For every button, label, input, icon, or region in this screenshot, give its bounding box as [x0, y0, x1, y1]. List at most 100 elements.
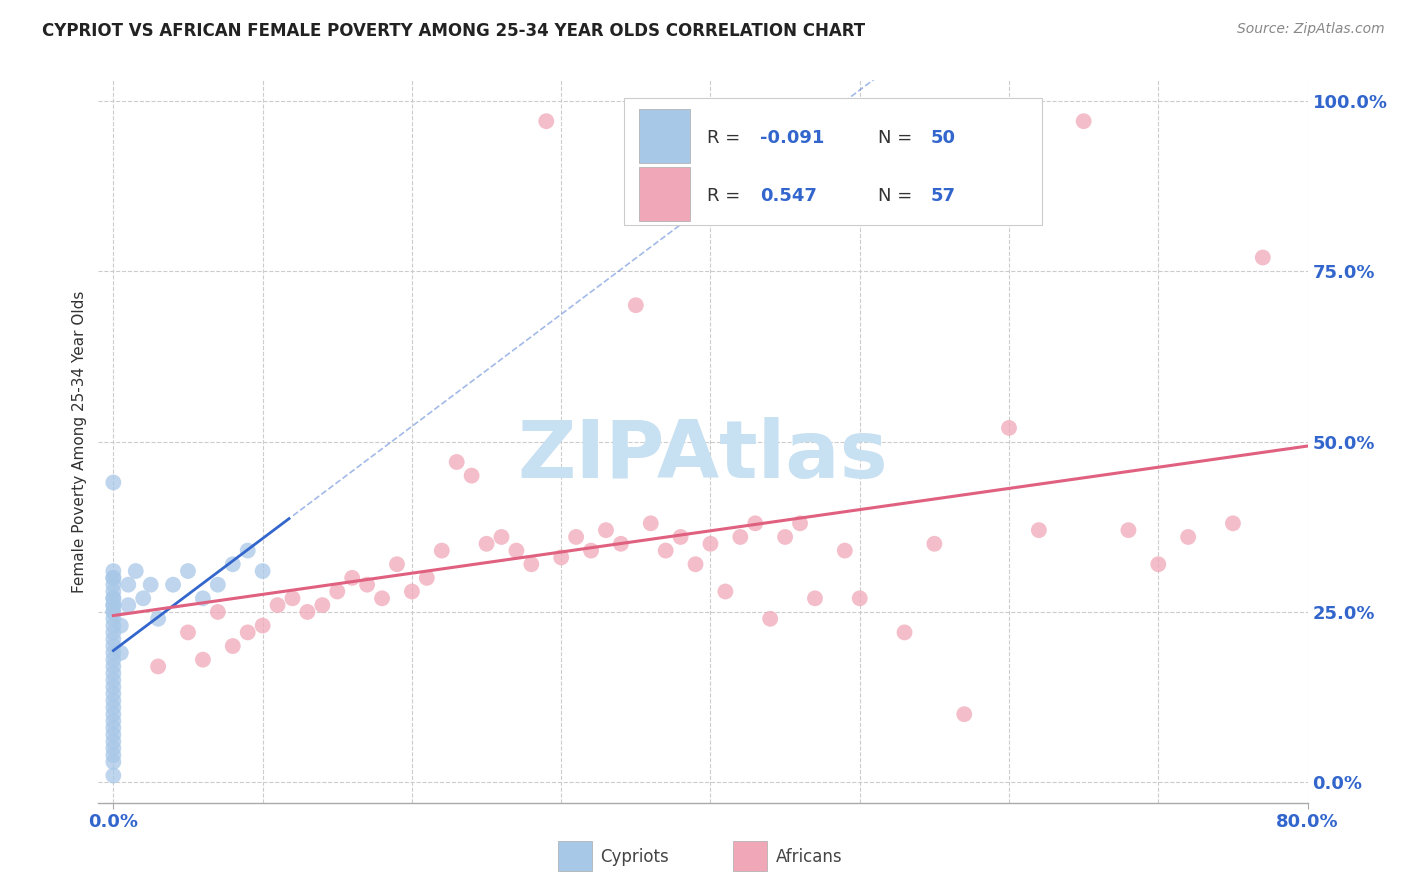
Point — [730, 530, 752, 544]
Point — [550, 550, 572, 565]
Point — [117, 598, 139, 612]
FancyBboxPatch shape — [638, 109, 690, 163]
Point — [103, 598, 125, 612]
Point — [430, 543, 453, 558]
Point — [103, 714, 125, 728]
Point — [624, 298, 647, 312]
Point — [326, 584, 349, 599]
Point — [1222, 516, 1244, 531]
Point — [579, 543, 602, 558]
Point — [103, 571, 125, 585]
Point — [491, 530, 513, 544]
Point — [252, 564, 274, 578]
Point — [103, 646, 125, 660]
Point — [520, 558, 543, 572]
Point — [103, 666, 125, 681]
Point — [110, 646, 132, 660]
Point — [401, 584, 423, 599]
Text: ZIPAtlas: ZIPAtlas — [517, 417, 889, 495]
Point — [103, 748, 125, 763]
Point — [103, 755, 125, 769]
Point — [565, 530, 588, 544]
Point — [222, 558, 245, 572]
FancyBboxPatch shape — [638, 167, 690, 221]
Point — [998, 421, 1021, 435]
Point — [654, 543, 676, 558]
Point — [103, 598, 125, 612]
Point — [103, 591, 125, 606]
Text: 57: 57 — [931, 187, 955, 205]
Text: -0.091: -0.091 — [759, 129, 824, 147]
Point — [759, 612, 782, 626]
Point — [103, 605, 125, 619]
Point — [356, 577, 378, 591]
Point — [103, 653, 125, 667]
Point — [446, 455, 468, 469]
Point — [103, 721, 125, 735]
Point — [117, 577, 139, 591]
Point — [475, 537, 498, 551]
Point — [191, 653, 214, 667]
Point — [311, 598, 333, 612]
Point — [1251, 251, 1274, 265]
Point — [103, 707, 125, 722]
Point — [536, 114, 558, 128]
Point — [103, 728, 125, 742]
Point — [1028, 523, 1050, 537]
Point — [146, 659, 169, 673]
Point — [953, 707, 976, 722]
Point — [1073, 114, 1095, 128]
Text: 0.547: 0.547 — [759, 187, 817, 205]
Point — [110, 618, 132, 632]
Text: N =: N = — [879, 129, 918, 147]
Text: N =: N = — [879, 187, 918, 205]
Point — [207, 605, 229, 619]
Text: Africans: Africans — [776, 848, 842, 866]
Point — [103, 700, 125, 714]
Point — [371, 591, 394, 606]
Point — [236, 543, 259, 558]
Text: CYPRIOT VS AFRICAN FEMALE POVERTY AMONG 25-34 YEAR OLDS CORRELATION CHART: CYPRIOT VS AFRICAN FEMALE POVERTY AMONG … — [42, 22, 865, 40]
Point — [103, 734, 125, 748]
Point — [297, 605, 319, 619]
Point — [281, 591, 304, 606]
Point — [177, 564, 200, 578]
Point — [103, 632, 125, 647]
Point — [132, 591, 155, 606]
Point — [924, 537, 946, 551]
Point — [804, 591, 827, 606]
Point — [1118, 523, 1140, 537]
Point — [139, 577, 162, 591]
Point — [103, 618, 125, 632]
Text: R =: R = — [707, 129, 745, 147]
Point — [103, 605, 125, 619]
Point — [103, 639, 125, 653]
Point — [1147, 558, 1170, 572]
Point — [669, 530, 692, 544]
Text: Source: ZipAtlas.com: Source: ZipAtlas.com — [1237, 22, 1385, 37]
Point — [162, 577, 184, 591]
Point — [773, 530, 796, 544]
Point — [385, 558, 408, 572]
Point — [103, 659, 125, 673]
Point — [191, 591, 214, 606]
FancyBboxPatch shape — [624, 98, 1042, 225]
Point — [103, 673, 125, 687]
Point — [103, 687, 125, 701]
Point — [834, 543, 856, 558]
Point — [207, 577, 229, 591]
Point — [103, 564, 125, 578]
Y-axis label: Female Poverty Among 25-34 Year Olds: Female Poverty Among 25-34 Year Olds — [72, 291, 87, 592]
Point — [699, 537, 721, 551]
Point — [103, 591, 125, 606]
Point — [103, 741, 125, 756]
Point — [125, 564, 148, 578]
Point — [610, 537, 633, 551]
Point — [103, 680, 125, 694]
Point — [714, 584, 737, 599]
Point — [103, 475, 125, 490]
Point — [744, 516, 766, 531]
Text: R =: R = — [707, 187, 751, 205]
FancyBboxPatch shape — [734, 841, 768, 871]
Point — [685, 558, 707, 572]
